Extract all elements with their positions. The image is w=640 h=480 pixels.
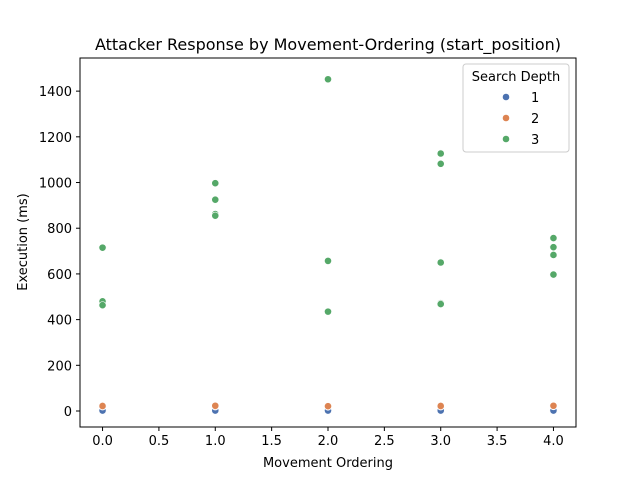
data-point-depth-3 (436, 149, 445, 158)
data-point-depth-2 (549, 401, 558, 410)
data-point-depth-3 (549, 243, 558, 252)
legend-box (462, 63, 570, 153)
data-point-depth-2 (324, 402, 332, 411)
x-tick-label: 1.0 (205, 434, 226, 449)
chart-title: Attacker Response by Movement-Ordering (… (95, 35, 561, 55)
y-tick-label: 800 (47, 222, 72, 237)
x-tick-label: 0.5 (149, 434, 170, 449)
x-tick-label: 3.0 (430, 434, 451, 449)
y-tick-label: 0 (64, 405, 72, 420)
y-axis-label: Execution (ms) (16, 193, 31, 291)
legend-marker (502, 114, 510, 122)
y-axis: 0 200 400 600 800 1000 1200 1400 (39, 85, 80, 420)
x-tick-label: 0.0 (92, 434, 113, 449)
x-tick-label: 3.5 (487, 434, 508, 449)
data-points (98, 75, 558, 415)
legend-title: Search Depth (472, 70, 560, 85)
data-point-depth-2 (98, 402, 107, 410)
y-tick-label: 600 (47, 268, 72, 283)
legend-marker (502, 135, 510, 143)
data-point-depth-3 (436, 159, 445, 168)
y-tick-label: 1000 (39, 177, 72, 192)
legend: Search Depth 1 2 3 (462, 63, 570, 153)
x-tick-label: 2.0 (318, 434, 339, 449)
data-point-depth-3 (324, 307, 332, 316)
data-point-depth-2 (211, 401, 220, 410)
data-point-depth-3 (211, 179, 220, 188)
x-tick-label: 2.5 (374, 434, 395, 449)
data-point-depth-3 (549, 270, 558, 279)
legend-marker (502, 93, 510, 101)
data-point-depth-3 (98, 243, 107, 252)
x-axis-label: Movement Ordering (263, 456, 393, 471)
y-tick-label: 1200 (39, 131, 72, 146)
legend-label: 2 (531, 112, 539, 127)
data-point-depth-3 (549, 234, 558, 242)
data-point-depth-3 (211, 195, 220, 204)
legend-label: 1 (531, 91, 539, 106)
data-point-depth-3 (211, 211, 220, 220)
data-point-depth-3 (436, 258, 445, 267)
data-point-depth-2 (436, 402, 445, 410)
legend-label: 3 (531, 133, 539, 148)
data-point-depth-3 (436, 300, 445, 308)
data-point-depth-3 (324, 75, 332, 84)
x-tick-label: 4.0 (543, 434, 564, 449)
y-tick-label: 200 (47, 359, 72, 374)
data-point-depth-3 (324, 256, 332, 265)
data-point-depth-3 (98, 301, 107, 310)
y-tick-label: 400 (47, 314, 72, 329)
y-tick-label: 1400 (39, 85, 72, 100)
data-point-depth-3 (549, 251, 558, 259)
x-tick-label: 1.5 (261, 434, 282, 449)
x-axis: 0.0 0.5 1.0 1.5 2.0 2.5 3.0 3.5 4.0 (92, 427, 564, 449)
